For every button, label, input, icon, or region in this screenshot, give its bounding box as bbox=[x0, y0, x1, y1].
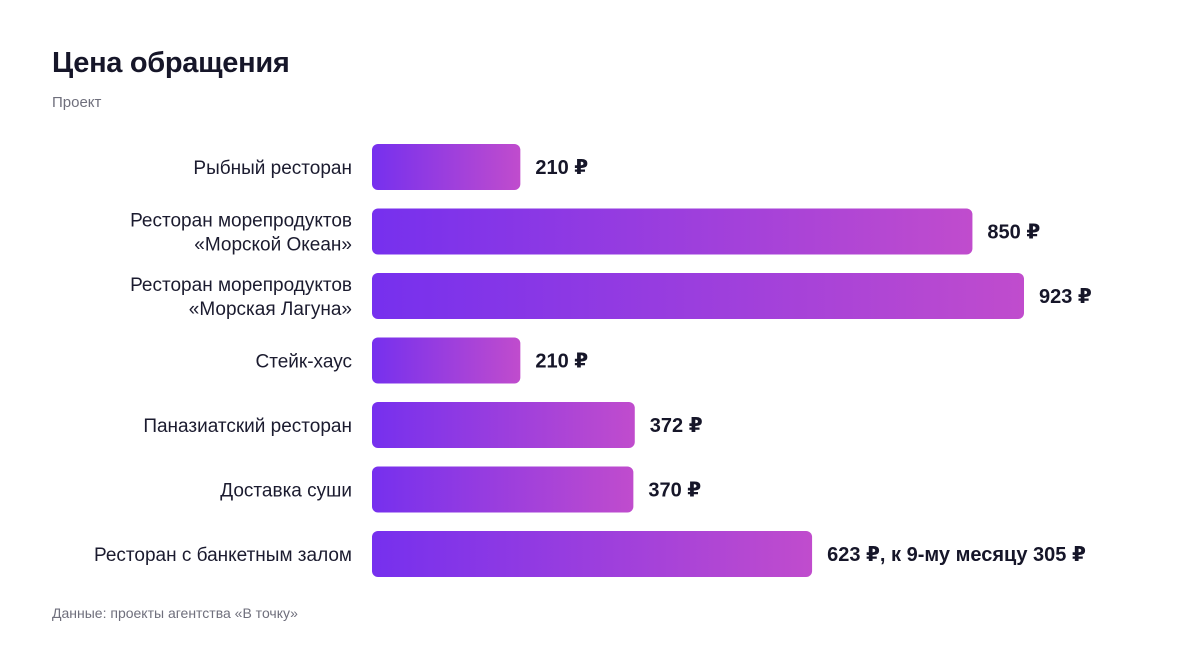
value-label: 370 ₽ bbox=[648, 480, 701, 502]
bar bbox=[372, 531, 813, 577]
value-label: 850 ₽ bbox=[987, 222, 1040, 244]
value-label: 623 ₽, к 9-му месяцу 305 ₽ bbox=[827, 544, 1086, 566]
category-label: Ресторан морепродуктов «Морская Лагуна» bbox=[130, 275, 352, 320]
category-label: Стейк-хаус bbox=[256, 352, 352, 373]
value-label: 210 ₽ bbox=[535, 157, 588, 179]
category-label: Ресторан с банкетным залом bbox=[94, 545, 352, 566]
bar bbox=[372, 402, 635, 448]
chart-title: Цена обращения bbox=[52, 47, 290, 79]
category-label: Доставка суши bbox=[220, 481, 352, 502]
category-label: Паназиатский ресторан bbox=[143, 416, 352, 437]
data-source-note: Данные: проекты агентства «В точку» bbox=[52, 605, 298, 621]
bars-group: Рыбный ресторан 210 ₽ Ресторан морепродукт… bbox=[94, 144, 1092, 577]
bar bbox=[372, 144, 521, 190]
value-label: 372 ₽ bbox=[650, 415, 703, 437]
bar bbox=[372, 466, 634, 513]
category-label: Рыбный ресторан bbox=[193, 158, 352, 179]
category-label: Ресторан морепродуктов «Морской Океан» bbox=[130, 211, 352, 256]
bar bbox=[372, 208, 973, 255]
value-label: 923 ₽ bbox=[1039, 286, 1092, 308]
bar bbox=[372, 273, 1024, 319]
value-label: 210 ₽ bbox=[535, 351, 588, 373]
bar bbox=[372, 337, 521, 384]
chart-subtitle: Проект bbox=[52, 94, 102, 111]
